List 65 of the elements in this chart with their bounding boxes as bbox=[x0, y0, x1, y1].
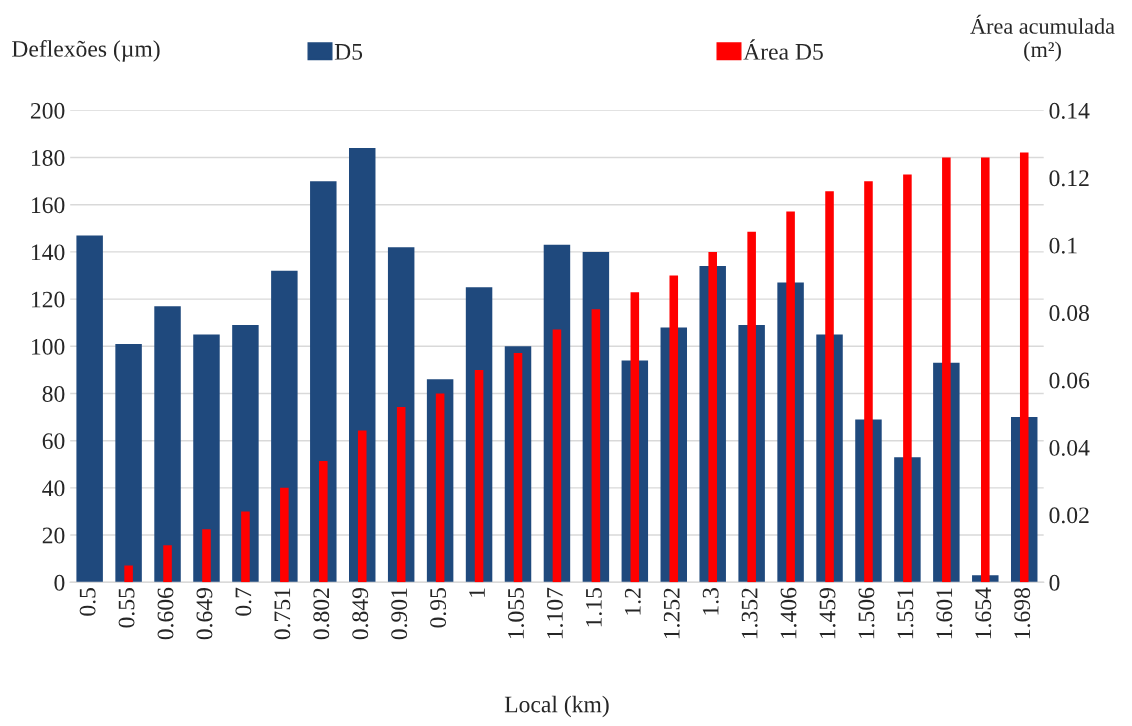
bar bbox=[241, 511, 250, 583]
x-tick-label: 0.802 bbox=[313, 588, 330, 640]
x-tick-label: 1.15 bbox=[585, 588, 602, 627]
bar bbox=[280, 487, 289, 583]
x-tick-label: 0.606 bbox=[157, 587, 174, 640]
y2-tick-label: 0.06 bbox=[1049, 372, 1090, 389]
y-tick-label: 120 bbox=[31, 291, 65, 308]
x-tick-label: 0.7 bbox=[235, 587, 252, 616]
bar bbox=[115, 343, 142, 583]
bar bbox=[202, 529, 211, 583]
x-tick-label: 0.649 bbox=[196, 588, 213, 640]
y-tick-label: 0 bbox=[54, 574, 65, 591]
y2-tick-label: 0.02 bbox=[1049, 507, 1089, 524]
x-tick-label: 1.107 bbox=[546, 587, 563, 639]
bar bbox=[552, 329, 562, 583]
y2-tick-label: 0.14 bbox=[1049, 102, 1090, 119]
bar bbox=[232, 325, 259, 583]
x-tick-label: 1 bbox=[469, 588, 485, 597]
y-tick-label: 80 bbox=[42, 385, 65, 402]
y-tick-label: 100 bbox=[31, 338, 65, 355]
bar bbox=[271, 270, 298, 583]
x-tick-label: 1.252 bbox=[663, 588, 680, 639]
y-tick-label: 40 bbox=[42, 480, 65, 497]
x-tick-label: 1.698 bbox=[1014, 588, 1031, 639]
y-tick-label: 60 bbox=[42, 433, 65, 450]
x-tick-label: 1.506 bbox=[858, 587, 875, 639]
y2-axis-title: Área acumulada (m²) bbox=[970, 14, 1115, 62]
x-tick-label: 1.551 bbox=[897, 588, 914, 639]
x-axis-title: Local (km) bbox=[504, 695, 609, 718]
y-tick-label: 20 bbox=[42, 527, 65, 544]
y-axis-title: Deflexões (µm) bbox=[12, 39, 160, 62]
y2-tick-label: 0.04 bbox=[1049, 439, 1090, 456]
bar bbox=[163, 545, 172, 583]
bar bbox=[154, 306, 181, 583]
x-tick-label: 1.601 bbox=[936, 588, 953, 639]
bar bbox=[319, 460, 328, 583]
x-tick-label: 0.55 bbox=[118, 588, 135, 628]
y2-tick-label: 0.1 bbox=[1049, 237, 1077, 254]
x-tick-label: 0.849 bbox=[352, 588, 369, 640]
x-tick-label: 1.654 bbox=[975, 587, 992, 639]
y2-tick-label: 0.08 bbox=[1049, 305, 1089, 322]
x-tick-label: 1.3 bbox=[702, 588, 719, 615]
bar bbox=[357, 430, 367, 583]
x-tick-label: 1.352 bbox=[741, 588, 758, 639]
x-tick-label: 0.5 bbox=[79, 588, 96, 616]
y-tick-label: 200 bbox=[30, 102, 65, 119]
y-tick-label: 140 bbox=[31, 244, 65, 261]
x-tick-label: 0.901 bbox=[391, 588, 408, 640]
x-tick-label: 0.751 bbox=[274, 588, 291, 640]
bar bbox=[124, 565, 133, 583]
x-tick-label: 1.055 bbox=[507, 588, 525, 639]
y2-tick-label: 0 bbox=[1049, 574, 1060, 591]
y2-tick-label: 0.12 bbox=[1049, 170, 1089, 187]
y-tick-label: 180 bbox=[31, 150, 65, 166]
legend-label: D5 bbox=[334, 44, 363, 60]
x-tick-label: 1.459 bbox=[819, 588, 836, 639]
x-tick-label: 0.95 bbox=[430, 588, 447, 628]
bar bbox=[474, 369, 484, 583]
bar bbox=[193, 334, 220, 583]
legend-label: Área D5 bbox=[743, 39, 823, 60]
y-tick-label: 160 bbox=[31, 197, 65, 214]
x-tick-label: 1.406 bbox=[780, 587, 797, 639]
bar bbox=[76, 235, 103, 583]
bar bbox=[396, 406, 406, 583]
x-tick-label: 1.2 bbox=[624, 588, 641, 615]
